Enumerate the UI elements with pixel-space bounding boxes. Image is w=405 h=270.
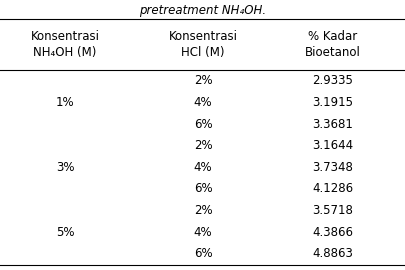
Text: 3%: 3% xyxy=(55,161,74,174)
Text: 4%: 4% xyxy=(193,161,212,174)
Text: 4%: 4% xyxy=(193,96,212,109)
Text: 2%: 2% xyxy=(193,204,212,217)
Text: 1%: 1% xyxy=(55,96,74,109)
Text: 3.7348: 3.7348 xyxy=(312,161,352,174)
Text: 3.5718: 3.5718 xyxy=(312,204,352,217)
Text: Konsentrasi
HCl (M): Konsentrasi HCl (M) xyxy=(168,30,237,59)
Text: 3.1644: 3.1644 xyxy=(311,139,353,152)
Text: 6%: 6% xyxy=(193,247,212,260)
Text: 4.8863: 4.8863 xyxy=(312,247,352,260)
Text: 2.9335: 2.9335 xyxy=(312,75,352,87)
Text: pretreatment NH₄OH.: pretreatment NH₄OH. xyxy=(139,4,266,17)
Text: 6%: 6% xyxy=(193,118,212,131)
Text: 3.3681: 3.3681 xyxy=(312,118,352,131)
Text: 5%: 5% xyxy=(55,226,74,239)
Text: 6%: 6% xyxy=(193,183,212,195)
Text: 2%: 2% xyxy=(193,75,212,87)
Text: 4.1286: 4.1286 xyxy=(311,183,353,195)
Text: Konsentrasi
NH₄OH (M): Konsentrasi NH₄OH (M) xyxy=(30,30,99,59)
Text: 4%: 4% xyxy=(193,226,212,239)
Text: % Kadar
Bioetanol: % Kadar Bioetanol xyxy=(304,30,360,59)
Text: 2%: 2% xyxy=(193,139,212,152)
Text: 4.3866: 4.3866 xyxy=(312,226,352,239)
Text: 3.1915: 3.1915 xyxy=(312,96,352,109)
